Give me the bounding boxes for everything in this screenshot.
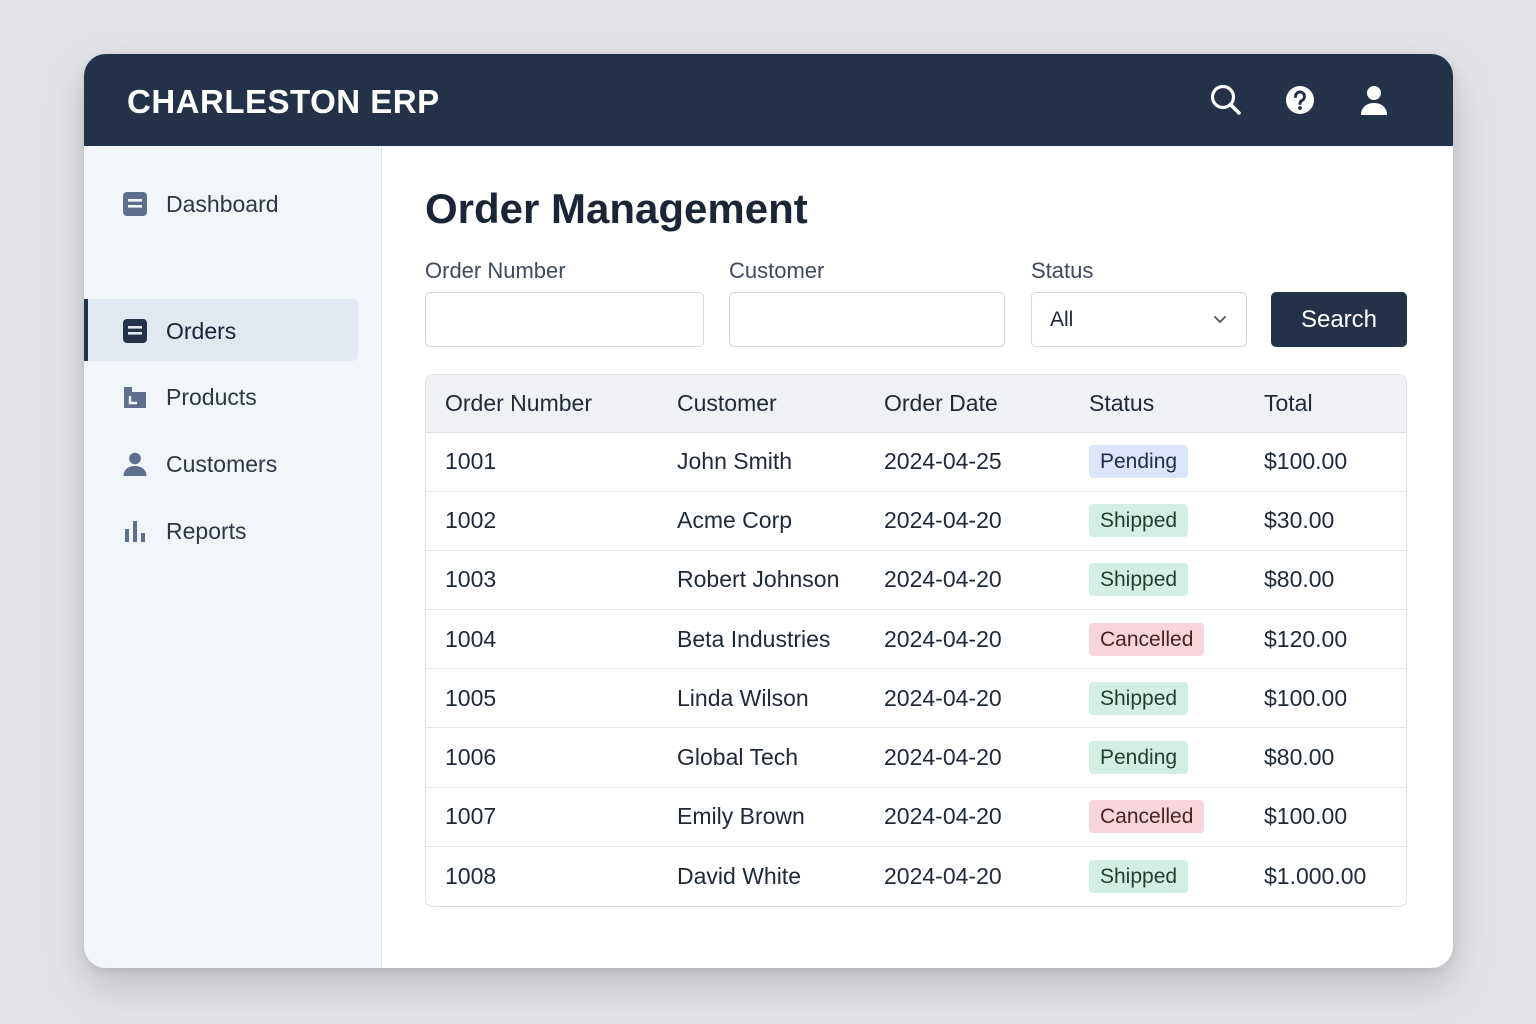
search-icon[interactable]: [1206, 80, 1246, 120]
order-date-cell: 2024-04-20: [865, 727, 1070, 788]
status-cell: Pending: [1070, 432, 1245, 492]
reports-icon: [122, 518, 148, 544]
page-title: Order Management: [425, 185, 808, 232]
status-cell: Shipped: [1070, 491, 1245, 551]
customer-cell: Global Tech: [658, 727, 865, 788]
status-badge: Shipped: [1089, 504, 1189, 538]
sidebar: Dashboard Orders Products: [84, 146, 382, 968]
order-date-cell: 2024-04-20: [865, 787, 1070, 847]
app-window: CHARLESTON ERP: [84, 54, 1453, 968]
sidebar-item-label: Dashboard: [166, 191, 279, 217]
table-row[interactable]: 1003 Robert Johnson 2024-04-20 Shipped $80.0…: [426, 550, 1406, 611]
status-select[interactable]: All: [1031, 292, 1247, 347]
column-header-order-number[interactable]: Order Number: [426, 375, 658, 433]
order-number-cell: 1005: [426, 668, 658, 729]
order-number-label: Order Number: [425, 258, 566, 283]
status-select-value: All: [1050, 308, 1074, 331]
customer-cell: Linda Wilson: [658, 668, 865, 729]
order-date-cell: 2024-04-20: [865, 491, 1070, 551]
customer-input[interactable]: [729, 292, 1005, 347]
customer-cell: Acme Corp: [658, 491, 865, 551]
status-badge: Pending: [1089, 445, 1189, 479]
sidebar-item-customers[interactable]: Customers: [84, 432, 358, 494]
total-cell: $1.000.00: [1264, 862, 1367, 889]
status-cell: Shipped: [1070, 668, 1245, 729]
table-row[interactable]: 1002 Acme Corp 2024-04-20 Shipped $30.00: [426, 491, 1406, 551]
order-date-cell: 2024-04-20: [865, 550, 1070, 611]
customer-cell: John Smith: [658, 432, 865, 492]
status-label: Status: [1031, 258, 1094, 283]
sidebar-item-label: Customers: [166, 451, 278, 477]
customer-label: Customer: [729, 258, 825, 283]
status-badge: Cancelled: [1089, 622, 1205, 656]
status-cell: Shipped: [1070, 846, 1245, 905]
column-header-customer[interactable]: Customer: [658, 375, 865, 433]
sidebar-item-orders[interactable]: Orders: [84, 299, 358, 361]
order-number-cell: 1001: [426, 432, 658, 492]
customers-icon: [122, 451, 148, 477]
column-header-order-date[interactable]: Order Date: [865, 375, 1070, 433]
chevron-down-icon: [1214, 316, 1226, 323]
order-number-cell: 1003: [426, 550, 658, 611]
status-badge: Cancelled: [1089, 800, 1205, 834]
main-content: Order Management Order Number Customer S…: [382, 146, 1453, 968]
dashboard-icon: [122, 191, 148, 217]
total-cell: $100.00: [1245, 668, 1406, 729]
sidebar-item-reports[interactable]: Reports: [84, 499, 358, 561]
status-badge: Pending: [1089, 741, 1189, 775]
table-row[interactable]: 1008 David White 2024-04-20 Shipped $1.000.0…: [426, 846, 1406, 905]
status-cell: Shipped: [1070, 550, 1245, 611]
orders-table: Order Number Customer Order Date Status …: [425, 374, 1407, 907]
table-row[interactable]: 1007 Emily Brown 2024-04-20 Cancelled $100.0…: [426, 787, 1406, 847]
table-header-row: Order Number Customer Order Date Status …: [426, 375, 1406, 433]
help-icon[interactable]: [1280, 80, 1320, 120]
table-row[interactable]: 1001 John Smith 2024-04-25 Pending $100.00: [426, 432, 1406, 492]
table-row[interactable]: 1006 Global Tech 2024-04-20 Pending $80.00: [426, 727, 1406, 788]
column-header-total[interactable]: Total: [1245, 375, 1406, 433]
total-cell: $30.00: [1245, 491, 1406, 551]
order-date-cell: 2024-04-20: [865, 609, 1070, 670]
total-cell: $120.00: [1245, 609, 1406, 670]
order-number-cell: 1006: [426, 727, 658, 788]
customer-cell: David White: [677, 862, 801, 889]
user-icon[interactable]: [1354, 80, 1394, 120]
order-number-cell: 1004: [426, 609, 658, 670]
status-cell: Pending: [1070, 727, 1245, 788]
table-row[interactable]: 1005 Linda Wilson 2024-04-20 Shipped $100.00: [426, 668, 1406, 729]
order-number-cell: 1008: [445, 862, 497, 889]
table-row[interactable]: 1004 Beta Industries 2024-04-20 Cancelled $1…: [426, 609, 1406, 670]
status-cell: Cancelled: [1070, 787, 1245, 847]
order-date-cell: 2024-04-20: [865, 668, 1070, 729]
status-badge: Shipped: [1089, 859, 1189, 893]
order-number-cell: 1007: [426, 787, 658, 847]
total-cell: $100.00: [1245, 432, 1406, 492]
order-number-cell: 1002: [426, 491, 658, 551]
sidebar-item-label: Reports: [166, 518, 247, 544]
order-date-cell: 2024-04-25: [865, 432, 1070, 492]
order-number-input[interactable]: [425, 292, 704, 347]
order-date-cell: 2024-04-20: [884, 862, 1002, 889]
sidebar-item-label: Orders: [166, 318, 237, 344]
customer-cell: Robert Johnson: [658, 550, 865, 611]
sidebar-item-products[interactable]: Products: [84, 365, 358, 427]
orders-icon: [122, 318, 148, 344]
top-bar: CHARLESTON ERP: [84, 54, 1453, 146]
column-header-status[interactable]: Status: [1070, 375, 1245, 433]
total-cell: $80.00: [1245, 550, 1406, 611]
customer-cell: Emily Brown: [658, 787, 865, 847]
app-title: CHARLESTON ERP: [127, 83, 440, 120]
products-icon: [122, 384, 148, 410]
total-cell: $80.00: [1245, 727, 1406, 788]
sidebar-item-dashboard[interactable]: Dashboard: [84, 172, 358, 234]
total-cell: $100.00: [1245, 787, 1406, 847]
customer-cell: Beta Industries: [658, 609, 865, 670]
status-badge: Shipped: [1089, 563, 1189, 597]
sidebar-item-label: Products: [166, 384, 257, 410]
status-cell: Cancelled: [1070, 609, 1245, 670]
search-button[interactable]: Search: [1271, 292, 1407, 347]
status-badge: Shipped: [1089, 681, 1189, 715]
